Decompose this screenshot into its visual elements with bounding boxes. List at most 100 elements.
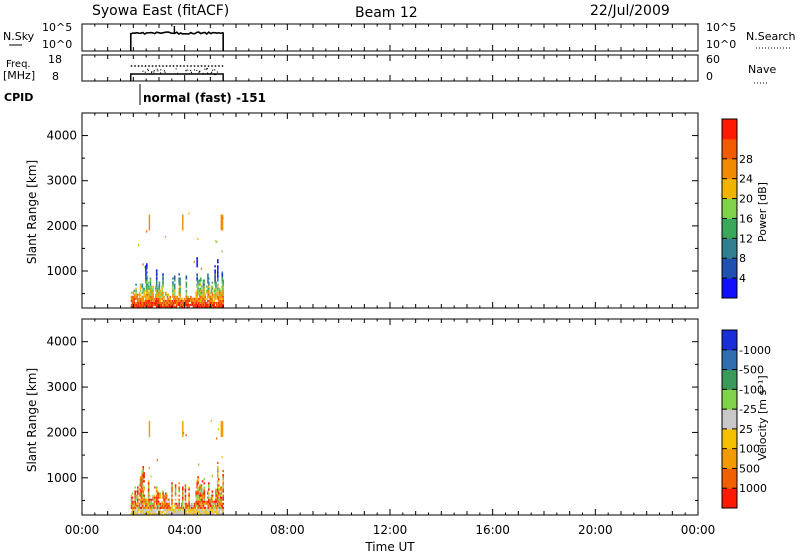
range-gate-cell bbox=[205, 500, 207, 503]
range-gate-cell bbox=[159, 504, 162, 507]
range-gate-cell bbox=[206, 285, 208, 288]
range-gate-cell bbox=[155, 289, 158, 292]
range-gate-cell bbox=[202, 305, 205, 308]
range-gate-cell bbox=[166, 506, 169, 509]
range-gate-cell bbox=[222, 295, 224, 298]
range-gate-cell bbox=[214, 504, 216, 507]
range-gate-cell bbox=[146, 502, 148, 505]
range-gate-cell bbox=[190, 299, 192, 302]
range-gate-cell bbox=[131, 506, 134, 509]
range-gate-cell bbox=[139, 508, 142, 511]
range-gate-cell bbox=[175, 303, 178, 306]
range-gate-cell bbox=[220, 305, 223, 308]
range-gate-cell bbox=[206, 291, 208, 294]
range-gate-cell bbox=[215, 297, 217, 300]
range-gate-cell bbox=[199, 496, 202, 499]
range-gate-cell bbox=[191, 297, 194, 300]
range-gate-cell bbox=[149, 291, 152, 294]
range-gate-cell bbox=[196, 289, 198, 292]
range-gate-cell bbox=[207, 492, 209, 495]
range-gate-cell bbox=[140, 478, 143, 481]
range-gate-cell bbox=[156, 500, 159, 503]
range-gate-cell bbox=[141, 478, 144, 481]
range-gate-cell bbox=[218, 299, 221, 302]
scatter-cell bbox=[137, 244, 140, 247]
range-gate-cell bbox=[152, 510, 154, 513]
range-gate-cell bbox=[197, 283, 199, 286]
range-gate-cell bbox=[215, 285, 217, 288]
range-gate-cell bbox=[178, 490, 180, 493]
range-gate-cell bbox=[215, 496, 217, 499]
range-gate-cell bbox=[199, 297, 202, 300]
range-gate-cell bbox=[146, 498, 148, 501]
range-gate-cell bbox=[149, 508, 152, 511]
range-gate-cell bbox=[146, 297, 148, 300]
range-gate-cell bbox=[157, 299, 160, 302]
range-gate-cell bbox=[203, 293, 206, 296]
scatter-cell bbox=[197, 237, 199, 241]
range-gate-cell bbox=[138, 508, 141, 511]
streak-cell bbox=[221, 421, 224, 437]
nave-dot bbox=[196, 69, 198, 72]
range-gate-cell bbox=[189, 508, 191, 511]
range-gate-cell bbox=[173, 295, 176, 298]
range-gate-cell bbox=[188, 506, 190, 509]
range-gate-cell bbox=[147, 287, 150, 290]
range-gate-cell bbox=[164, 291, 167, 294]
range-gate-cell bbox=[142, 492, 145, 495]
range-gate-cell bbox=[203, 486, 206, 489]
range-gate-cell bbox=[142, 287, 145, 290]
range-gate-cell bbox=[210, 301, 213, 304]
range-gate-cell bbox=[199, 488, 202, 491]
range-gate-cell bbox=[130, 494, 133, 497]
range-gate-cell bbox=[213, 506, 216, 509]
range-gate-cell bbox=[152, 496, 154, 499]
range-gate-cell bbox=[135, 289, 137, 292]
range-gate-cell bbox=[173, 287, 176, 290]
range-gate-cell bbox=[196, 486, 198, 489]
range-gate-cell bbox=[137, 506, 140, 509]
range-gate-cell bbox=[176, 506, 179, 509]
range-gate-cell bbox=[157, 496, 160, 499]
range-gate-cell bbox=[199, 299, 201, 302]
range-gate-cell bbox=[197, 508, 199, 511]
range-gate-cell bbox=[194, 299, 197, 302]
range-gate-cell bbox=[159, 494, 162, 497]
range-gate-cell bbox=[139, 285, 142, 288]
range-gate-cell bbox=[170, 299, 172, 302]
range-gate-cell bbox=[159, 293, 162, 296]
range-gate-cell bbox=[161, 504, 163, 507]
range-gate-cell bbox=[162, 299, 164, 302]
range-gate-cell bbox=[151, 506, 154, 509]
range-gate-cell bbox=[143, 510, 145, 513]
range-gate-cell bbox=[217, 461, 219, 464]
range-gate-cell bbox=[146, 287, 148, 290]
range-gate-cell bbox=[148, 504, 151, 507]
range-gate-cell bbox=[181, 504, 184, 507]
range-gate-cell bbox=[150, 305, 153, 308]
range-gate-cell bbox=[206, 508, 208, 511]
range-gate-cell bbox=[158, 508, 161, 511]
range-gate-cell bbox=[155, 299, 157, 302]
range-gate-cell bbox=[208, 289, 210, 292]
range-gate-cell bbox=[181, 492, 184, 495]
range-gate-cell bbox=[134, 500, 136, 503]
range-gate-cell bbox=[138, 484, 141, 487]
range-gate-cell bbox=[221, 512, 224, 515]
range-gate-cell bbox=[148, 305, 151, 308]
range-gate-cell bbox=[217, 490, 220, 493]
range-gate-cell bbox=[208, 293, 211, 296]
range-gate-cell bbox=[147, 303, 150, 306]
range-gate-cell bbox=[199, 293, 202, 296]
range-gate-cell bbox=[215, 289, 217, 292]
range-gate-cell bbox=[136, 496, 138, 499]
range-gate-cell bbox=[172, 283, 174, 286]
range-gate-cell bbox=[199, 508, 201, 511]
nsky-panel-ticks bbox=[81, 24, 699, 51]
range-gate-cell bbox=[158, 287, 161, 290]
range-gate-cell bbox=[151, 508, 154, 511]
range-gate-cell bbox=[140, 476, 143, 479]
range-gate-cell bbox=[139, 480, 142, 483]
range-gate-cell bbox=[169, 506, 171, 509]
range-gate-cell bbox=[195, 295, 198, 298]
